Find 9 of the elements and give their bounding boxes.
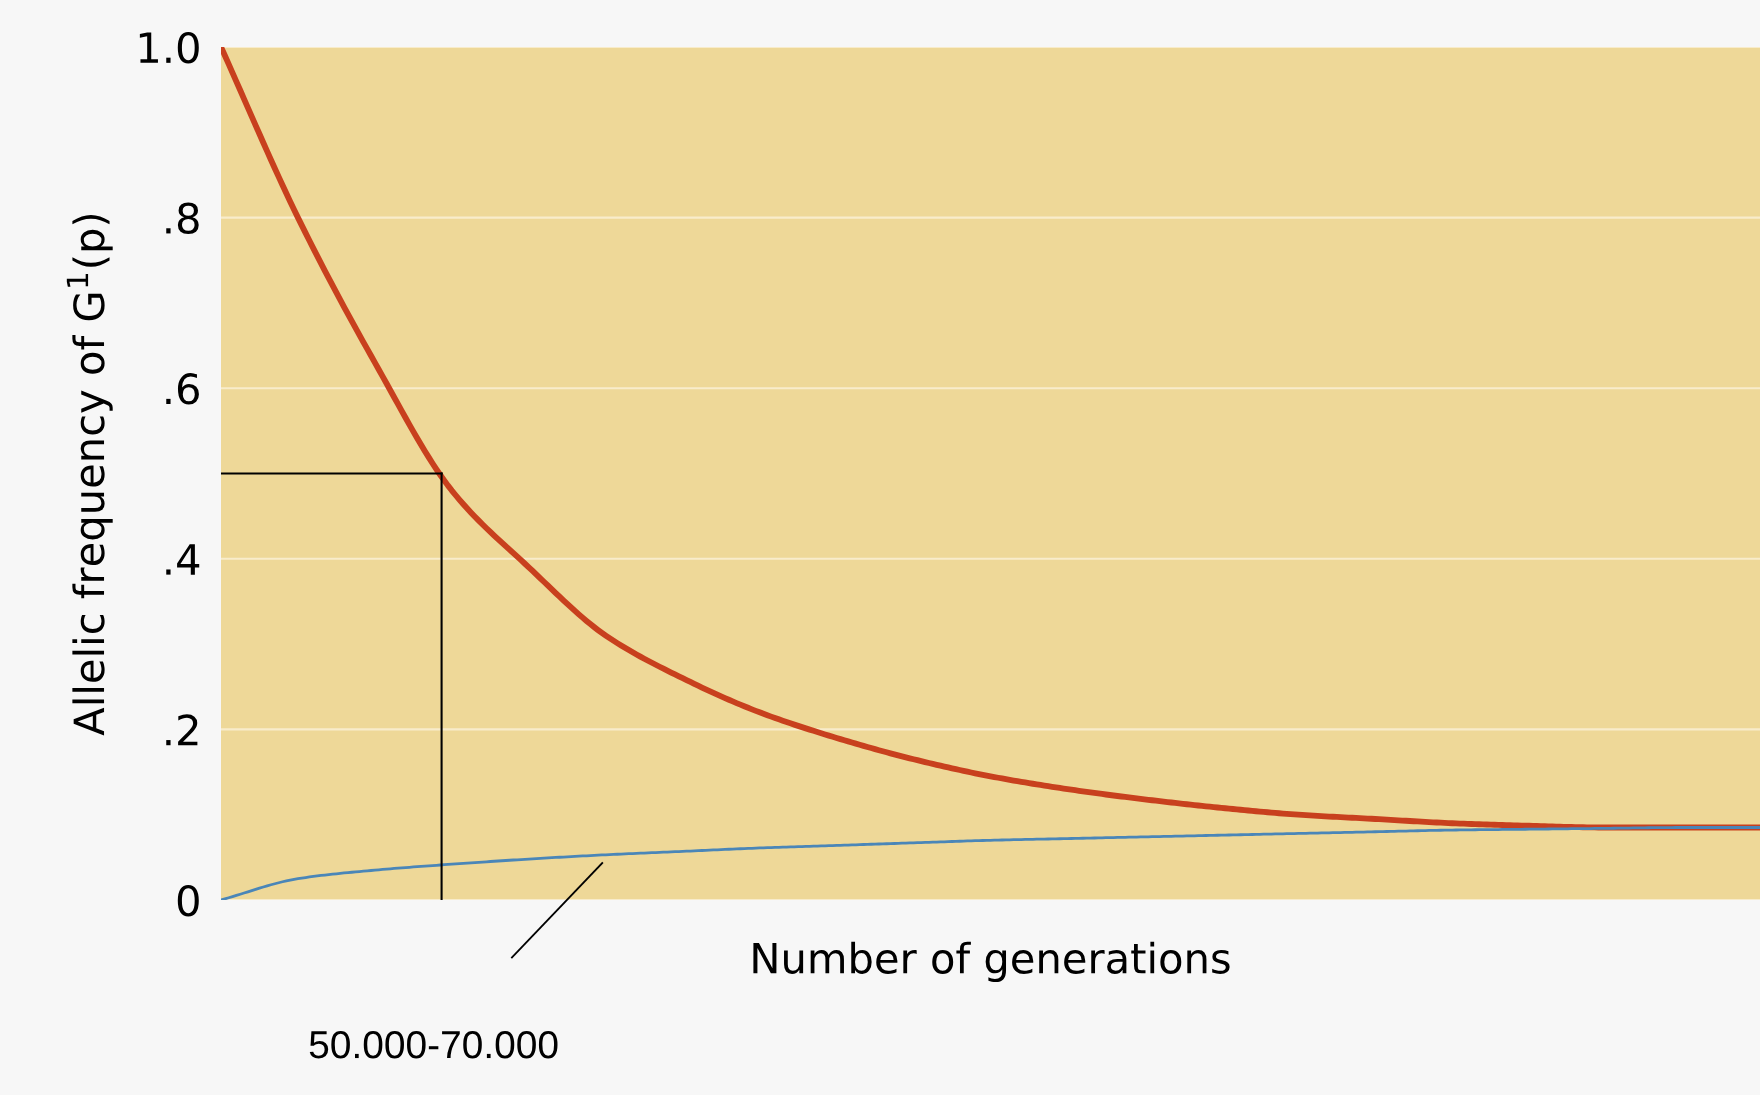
- y-axis-title: Allelic frequency of G$^{1}$(p): [66, 214, 113, 736]
- y-tick-label: 0: [177, 884, 199, 917]
- y-tick-label: .2: [166, 714, 198, 746]
- y-tick-label: .4: [166, 544, 200, 575]
- y-tick-label: 1.0: [139, 31, 199, 64]
- y-tick-label: .8: [166, 202, 199, 235]
- x-axis-title: Number of generations: [753, 941, 1230, 982]
- text: 50.000-70.000: [309, 1030, 558, 1059]
- y-tick-label: .6: [166, 373, 199, 405]
